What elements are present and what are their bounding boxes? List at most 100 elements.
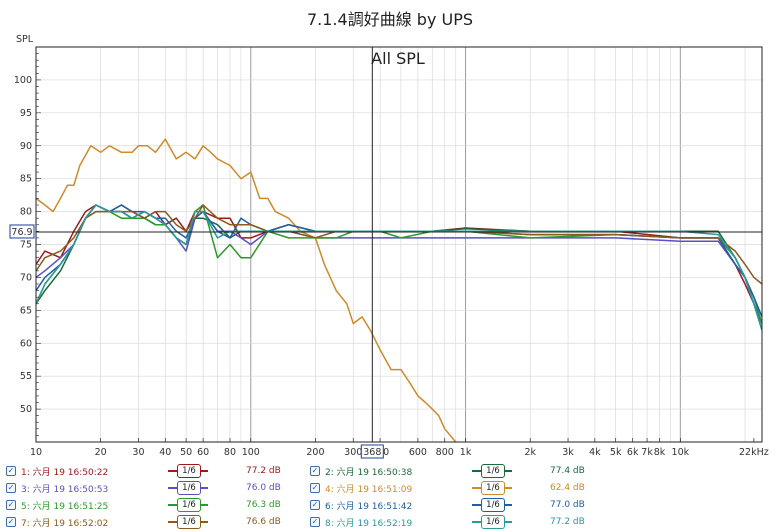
y-tick-label: 60: [20, 338, 32, 349]
cursor-y-box: [9, 224, 35, 239]
y-tick-label: 70: [20, 272, 32, 283]
x-tick-label: 3k: [562, 447, 574, 458]
series-line-1: [36, 204, 762, 324]
legend-series-name: 4: 六月 19 16:51:09: [325, 484, 413, 495]
legend-item[interactable]: ✓ 6: 六月 19 16:51:42: [310, 497, 475, 513]
legend-smoothing-label: 1/6: [177, 498, 201, 512]
y-tick-label: 85: [20, 174, 32, 185]
x-tick-label: 10k: [672, 447, 690, 458]
spl-chart[interactable]: 50 55 60 65 70 75 80 85 90 95 100 10 20 30 40 50 60 80 100…: [0, 0, 780, 462]
x-tick-label: 1k: [460, 447, 472, 458]
legend-series-name: 5: 六月 19 16:51:25: [21, 501, 109, 512]
grid: [35, 47, 762, 442]
legend-smoothing-control[interactable]: 1/6: [168, 480, 208, 496]
legend-checkbox[interactable]: ✓: [6, 517, 16, 527]
y-tick-label: 65: [20, 305, 32, 316]
x-tick-label: 60: [197, 447, 209, 458]
x-tick-label: 10: [30, 447, 42, 458]
legend-series-name: 8: 六月 19 16:52:19: [325, 518, 413, 529]
legend-checkbox[interactable]: ✓: [310, 517, 320, 527]
x-tick-label: 800: [436, 447, 454, 458]
cursor-y-label: 76.9: [11, 227, 32, 238]
x-tick-label: 2k: [524, 447, 536, 458]
legend-smoothing-control[interactable]: 1/6: [168, 463, 208, 479]
y-axis-label: SPL: [16, 34, 34, 45]
plot-frame: [35, 46, 763, 443]
legend-checkbox[interactable]: ✓: [6, 466, 16, 476]
legend-checkbox[interactable]: ✓: [6, 483, 16, 493]
y-tick-label: 95: [20, 108, 32, 119]
legend-item[interactable]: ✓ 8: 六月 19 16:52:19: [310, 514, 475, 530]
legend-smoothing-label: 1/6: [481, 498, 505, 512]
legend-smoothing-label: 1/6: [177, 481, 201, 495]
x-tick-label: 22kHz: [739, 447, 769, 458]
legend: ✓ 1: 六月 19 16:50:22 1/6 77.2 dB ✓ 2: 六月 19 16…: [0, 462, 780, 532]
y-tick-label: 80: [20, 207, 32, 218]
series-line-2: [36, 204, 762, 331]
legend-smoothing-label: 1/6: [177, 464, 201, 478]
overlay-label: All SPL: [371, 49, 425, 68]
chart-title: 7.1.4調好曲線 by UPS: [306, 10, 474, 29]
x-tick-label: 20: [95, 447, 107, 458]
x-tick-label: 7k: [641, 447, 653, 458]
series-line-5: [36, 204, 762, 324]
x-tick-label: 100: [242, 447, 260, 458]
legend-smoothing-control[interactable]: 1/6: [472, 514, 512, 530]
legend-db-value: 77.0 dB: [550, 500, 585, 510]
legend-item[interactable]: ✓ 5: 六月 19 16:51:25: [6, 497, 171, 513]
x-tick-label: 6k: [627, 447, 639, 458]
series-line-3: [36, 204, 762, 324]
legend-item[interactable]: ✓ 3: 六月 19 16:50:53: [6, 480, 171, 496]
legend-item[interactable]: ✓ 4: 六月 19 16:51:09: [310, 480, 475, 496]
legend-checkbox[interactable]: ✓: [6, 500, 16, 510]
y-tick-label: 100: [14, 75, 32, 86]
axes: 50 55 60 65 70 75 80 85 90 95 100 10 20 30 40 50 60 80 100…: [9, 46, 769, 459]
legend-item[interactable]: ✓ 2: 六月 19 16:50:38: [310, 463, 475, 479]
x-tick-label: 40: [159, 447, 171, 458]
curves: [36, 138, 762, 442]
x-tick-label: 8k: [654, 447, 666, 458]
legend-checkbox[interactable]: ✓: [310, 483, 320, 493]
x-tick-label: 300: [344, 447, 362, 458]
legend-db-value: 77.2 dB: [246, 466, 281, 476]
legend-smoothing-label: 1/6: [481, 464, 505, 478]
legend-item[interactable]: ✓ 1: 六月 19 16:50:22: [6, 463, 171, 479]
legend-db-value: 76.6 dB: [246, 517, 281, 527]
x-tick-label: 50: [180, 447, 192, 458]
y-tick-label: 50: [20, 404, 32, 415]
legend-smoothing-label: 1/6: [481, 481, 505, 495]
series-line-8: [36, 204, 762, 331]
legend-checkbox[interactable]: ✓: [310, 466, 320, 476]
legend-checkbox[interactable]: ✓: [310, 500, 320, 510]
legend-series-name: 1: 六月 19 16:50:22: [21, 467, 109, 478]
legend-db-value: 77.2 dB: [550, 517, 585, 527]
legend-smoothing-control[interactable]: 1/6: [472, 463, 512, 479]
legend-smoothing-control[interactable]: 1/6: [168, 497, 208, 513]
x-tick-label: 30: [132, 447, 144, 458]
series-line-6: [36, 204, 762, 318]
legend-series-name: 7: 六月 19 16:52:02: [21, 518, 109, 529]
x-tick-label: 200: [306, 447, 324, 458]
legend-smoothing-label: 1/6: [481, 515, 505, 529]
cursor-x-label: 368: [363, 447, 381, 458]
legend-smoothing-control[interactable]: 1/6: [472, 497, 512, 513]
x-tick-label: 80: [224, 447, 236, 458]
y-tick-label: 55: [20, 371, 32, 382]
legend-smoothing-control[interactable]: 1/6: [168, 514, 208, 530]
series-line-4: [36, 138, 458, 442]
legend-db-value: 77.4 dB: [550, 466, 585, 476]
x-tick-label: 4k: [589, 447, 601, 458]
legend-db-value: 76.3 dB: [246, 500, 281, 510]
legend-series-name: 2: 六月 19 16:50:38: [325, 467, 413, 478]
legend-db-value: 76.0 dB: [246, 483, 281, 493]
y-tick-label: 90: [20, 141, 32, 152]
y-tick-label: 75: [20, 240, 32, 251]
x-tick-label: 600: [409, 447, 427, 458]
legend-smoothing-label: 1/6: [177, 515, 201, 529]
legend-smoothing-control[interactable]: 1/6: [472, 480, 512, 496]
legend-item[interactable]: ✓ 7: 六月 19 16:52:02: [6, 514, 171, 530]
x-tick-label: 5k: [610, 447, 622, 458]
cursor-x-box: [360, 444, 384, 459]
legend-series-name: 3: 六月 19 16:50:53: [21, 484, 109, 495]
legend-db-value: 62.4 dB: [550, 483, 585, 493]
